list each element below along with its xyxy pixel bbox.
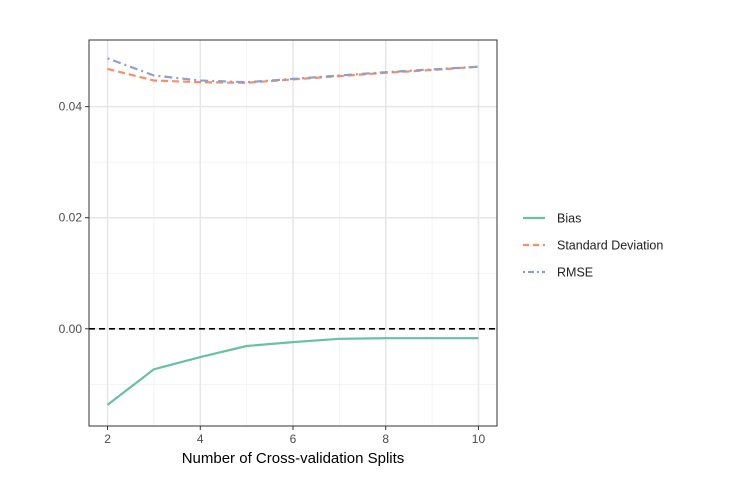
y-tick-label: 0.02 (59, 211, 83, 225)
legend-label: Bias (557, 212, 581, 226)
x-tick-label: 2 (104, 432, 111, 446)
y-tick-label: 0.04 (59, 100, 83, 114)
axis-ticks (85, 106, 479, 430)
x-tick-label: 10 (472, 432, 486, 446)
series-line-bias (106, 337, 479, 406)
x-tick-label: 4 (197, 432, 204, 446)
x-tick-label: 8 (382, 432, 389, 446)
tick-labels: 2 4 6 8 10 0.00 0.02 0.04 (59, 100, 486, 446)
series-line-rmse (107, 57, 479, 84)
y-tick-label: 0.00 (59, 322, 83, 336)
x-axis-title: Number of Cross-validation Splits (182, 450, 405, 467)
legend-label: RMSE (557, 266, 593, 280)
x-tick-label: 6 (290, 432, 297, 446)
series-lines (106, 57, 479, 406)
legend: Bias Standard Deviation RMSE (523, 212, 663, 280)
major-gridlines (89, 40, 497, 426)
legend-label: Standard Deviation (557, 239, 663, 253)
